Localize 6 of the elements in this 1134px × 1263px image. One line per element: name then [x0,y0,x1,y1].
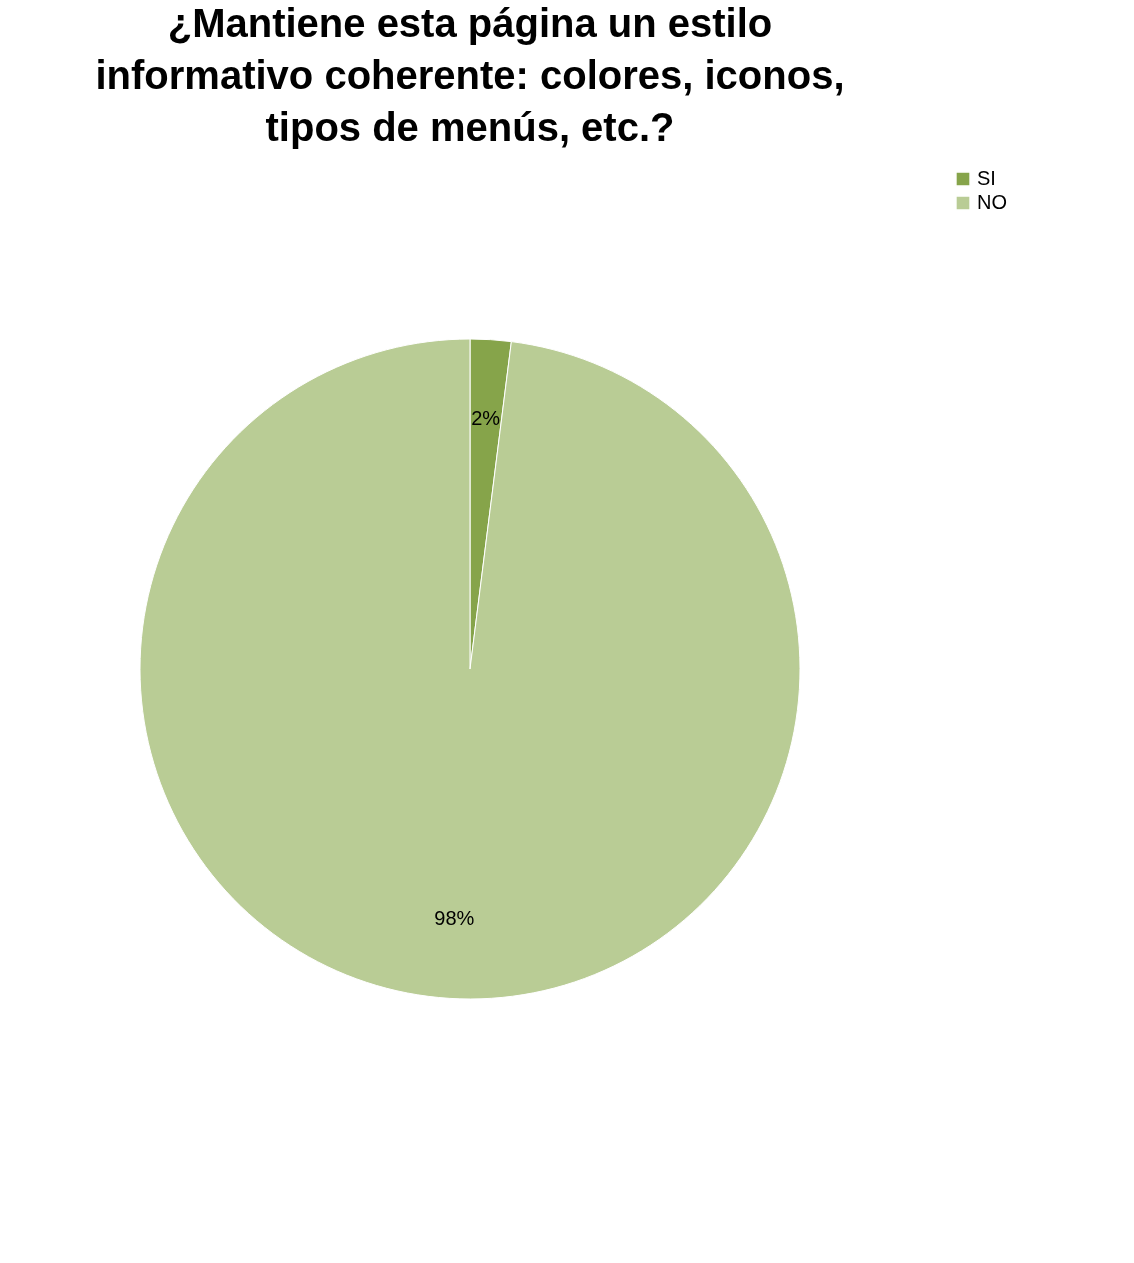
data-label: 98% [434,906,475,929]
legend-label: SI [977,167,996,189]
pie-slice [139,338,801,999]
legend-label: NO [977,191,1007,213]
data-label: 2% [471,407,501,430]
chart-title: ¿Mantiene esta página un estilo informativo coherente: colores, iconos, tipos de menús, etc.? [95,1,845,149]
